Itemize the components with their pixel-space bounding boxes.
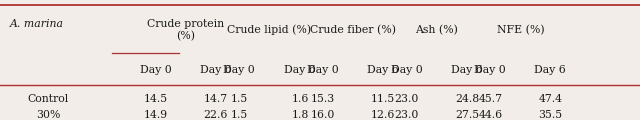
Text: Day 0: Day 0 [140,65,172,75]
Text: Day 6: Day 6 [534,65,566,75]
Text: 27.5: 27.5 [455,110,479,120]
Text: 16.0: 16.0 [311,110,335,120]
Text: 1.8: 1.8 [291,110,308,120]
Text: Day 0: Day 0 [474,65,506,75]
Text: Day 0: Day 0 [390,65,422,75]
Text: Day 6: Day 6 [367,65,399,75]
Text: 12.6: 12.6 [371,110,396,120]
Text: NFE (%): NFE (%) [497,25,544,35]
Text: 11.5: 11.5 [371,94,396,104]
Text: Crude lipid (%): Crude lipid (%) [227,25,312,35]
Text: 14.7: 14.7 [204,94,228,104]
Text: 1.5: 1.5 [230,110,248,120]
Text: 23.0: 23.0 [394,94,419,104]
Text: 1.6: 1.6 [291,94,308,104]
Text: Day 0: Day 0 [307,65,339,75]
Text: 15.3: 15.3 [311,94,335,104]
Text: Day 6: Day 6 [200,65,232,75]
Text: 22.6: 22.6 [204,110,228,120]
Text: Day 6: Day 6 [284,65,316,75]
Text: 45.7: 45.7 [478,94,502,104]
Text: 14.9: 14.9 [143,110,168,120]
Text: 44.6: 44.6 [478,110,502,120]
Text: 24.8: 24.8 [455,94,479,104]
Text: 47.4: 47.4 [538,94,563,104]
Text: Day 6: Day 6 [451,65,483,75]
Text: 30%: 30% [36,110,60,120]
Text: 1.5: 1.5 [230,94,248,104]
Text: 35.5: 35.5 [538,110,563,120]
Text: Crude protein
(%): Crude protein (%) [147,19,224,41]
Text: A. marina: A. marina [10,19,63,29]
Text: 23.0: 23.0 [394,110,419,120]
Text: 14.5: 14.5 [143,94,168,104]
Text: Ash (%): Ash (%) [415,25,458,35]
Text: Day 0: Day 0 [223,65,255,75]
Text: Control: Control [28,94,68,104]
Text: Crude fiber (%): Crude fiber (%) [310,25,396,35]
